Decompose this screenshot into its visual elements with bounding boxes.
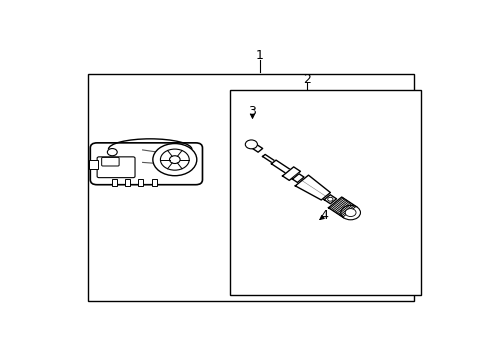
Bar [89, 160, 98, 169]
Circle shape [340, 206, 360, 220]
Bar [151, 179, 156, 186]
FancyBboxPatch shape [102, 157, 119, 166]
Polygon shape [282, 167, 300, 180]
Circle shape [327, 197, 332, 201]
Polygon shape [271, 160, 291, 174]
Circle shape [107, 149, 117, 156]
Circle shape [345, 209, 355, 217]
Bar [229, 90, 420, 296]
Circle shape [160, 149, 189, 170]
Polygon shape [328, 197, 356, 218]
Circle shape [153, 144, 196, 176]
Text: 4: 4 [320, 208, 328, 221]
Text: 1: 1 [256, 49, 264, 62]
Polygon shape [295, 175, 330, 200]
Bar [87, 74, 413, 301]
FancyBboxPatch shape [97, 157, 135, 177]
Circle shape [245, 140, 257, 149]
Polygon shape [324, 195, 336, 204]
Bar [112, 179, 117, 186]
Circle shape [169, 156, 180, 163]
Polygon shape [292, 174, 304, 183]
Text: 3: 3 [248, 105, 256, 118]
FancyBboxPatch shape [90, 143, 202, 185]
Polygon shape [262, 154, 274, 163]
Bar [125, 179, 130, 186]
Bar [138, 179, 143, 186]
Polygon shape [248, 143, 262, 152]
Text: 2: 2 [303, 73, 311, 86]
